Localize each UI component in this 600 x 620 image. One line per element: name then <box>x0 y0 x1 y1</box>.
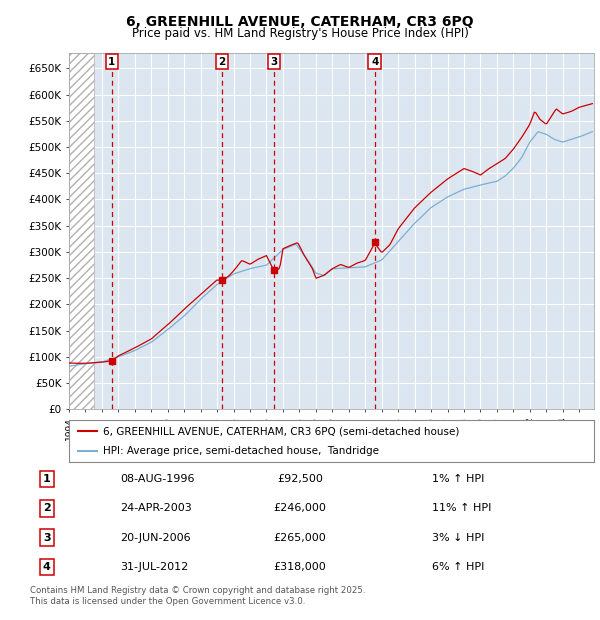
Text: 3: 3 <box>43 533 50 542</box>
Text: 6% ↑ HPI: 6% ↑ HPI <box>432 562 484 572</box>
Text: 08-AUG-1996: 08-AUG-1996 <box>120 474 194 484</box>
Text: 2: 2 <box>218 56 226 66</box>
Text: 2: 2 <box>43 503 50 513</box>
Text: 6, GREENHILL AVENUE, CATERHAM, CR3 6PQ (semi-detached house): 6, GREENHILL AVENUE, CATERHAM, CR3 6PQ (… <box>103 426 460 436</box>
Bar <box>69 53 94 409</box>
Text: 1% ↑ HPI: 1% ↑ HPI <box>432 474 484 484</box>
Text: £318,000: £318,000 <box>274 562 326 572</box>
Text: This data is licensed under the Open Government Licence v3.0.: This data is licensed under the Open Gov… <box>30 597 305 606</box>
Text: 1: 1 <box>43 474 50 484</box>
Text: £265,000: £265,000 <box>274 533 326 542</box>
Text: £246,000: £246,000 <box>274 503 326 513</box>
Text: 20-JUN-2006: 20-JUN-2006 <box>120 533 191 542</box>
Text: 4: 4 <box>43 562 51 572</box>
Text: 4: 4 <box>371 56 379 66</box>
Text: £92,500: £92,500 <box>277 474 323 484</box>
Text: Price paid vs. HM Land Registry's House Price Index (HPI): Price paid vs. HM Land Registry's House … <box>131 27 469 40</box>
Text: 6, GREENHILL AVENUE, CATERHAM, CR3 6PQ: 6, GREENHILL AVENUE, CATERHAM, CR3 6PQ <box>126 16 474 30</box>
Text: 1: 1 <box>108 56 115 66</box>
Text: HPI: Average price, semi-detached house,  Tandridge: HPI: Average price, semi-detached house,… <box>103 446 379 456</box>
Text: 3: 3 <box>271 56 278 66</box>
Text: 3% ↓ HPI: 3% ↓ HPI <box>432 533 484 542</box>
Text: 24-APR-2003: 24-APR-2003 <box>120 503 192 513</box>
Text: 31-JUL-2012: 31-JUL-2012 <box>120 562 188 572</box>
Text: 11% ↑ HPI: 11% ↑ HPI <box>432 503 491 513</box>
Text: Contains HM Land Registry data © Crown copyright and database right 2025.: Contains HM Land Registry data © Crown c… <box>30 586 365 595</box>
